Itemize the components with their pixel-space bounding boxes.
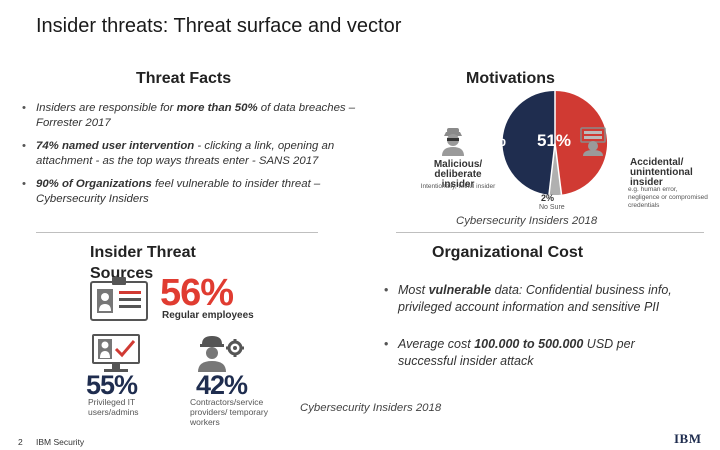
threat-facts-heading: Threat Facts [136, 70, 232, 87]
threat-facts-list: Insiders are responsible for more than 5… [18, 101, 366, 206]
pie-slice-accidental [555, 90, 608, 195]
regular-percent: 56% [160, 272, 234, 314]
regular-label: Regular employees [162, 310, 254, 321]
divider-right [396, 232, 704, 233]
org-cost-item: Average cost 100.000 to 500.000 USD per … [380, 336, 690, 370]
accidental-insider-icon [580, 127, 606, 156]
divider-left [36, 232, 318, 233]
pie-slice-other [549, 143, 562, 196]
ibm-logo-text: IBM [674, 431, 702, 446]
accidental-label: Accidental/ unintentional insider [630, 157, 693, 188]
privileged-percent: 55% [86, 370, 138, 400]
pie-slice-malicious [502, 90, 555, 195]
other-percent: 2% [541, 193, 555, 203]
page-title: Insider threats: Threat surface and vect… [36, 15, 402, 37]
worker-gear-icon [198, 336, 244, 372]
accidental-sublabel: e.g. human error, negligence or compromi… [628, 186, 708, 209]
threat-fact-item: 90% of Organizations feel vulnerable to … [18, 177, 366, 206]
threat-fact-item: 74% named user intervention - clicking a… [18, 139, 366, 168]
contractors-label: Contractors/service providers/ temporary… [190, 397, 268, 427]
sources-heading: Insider Threat Sources [90, 244, 196, 282]
privileged-label: Privileged IT users/admins [88, 397, 139, 417]
footer-brand: IBM Security [36, 437, 85, 447]
org-cost-credit: Cybersecurity Insiders 2018 [300, 402, 442, 414]
motivations-heading: Motivations [466, 70, 555, 87]
threat-fact-item: Insiders are responsible for more than 5… [18, 101, 366, 130]
ibm-logo: IBM [674, 431, 704, 446]
page-number: 2 [18, 437, 23, 447]
monitor-check-icon [92, 334, 140, 372]
malicious-label: Malicious/ deliberate insider [433, 159, 483, 190]
motivations-pie [502, 90, 608, 196]
malicious-sublabel: Intentionally, willful insider [420, 183, 496, 190]
accidental-percent: 51% [537, 131, 572, 150]
motivations-credit: Cybersecurity Insiders 2018 [456, 215, 598, 227]
malicious-percent: 47% [472, 131, 507, 150]
other-label: No Sure [539, 204, 565, 211]
contractors-percent: 42% [196, 370, 248, 400]
org-cost-item: Most vulnerable data: Confidential busin… [380, 282, 690, 316]
org-cost-list: Most vulnerable data: Confidential busin… [380, 282, 690, 370]
malicious-insider-icon [442, 128, 464, 156]
employee-badge-icon [90, 277, 148, 321]
org-cost-heading: Organizational Cost [432, 244, 584, 261]
